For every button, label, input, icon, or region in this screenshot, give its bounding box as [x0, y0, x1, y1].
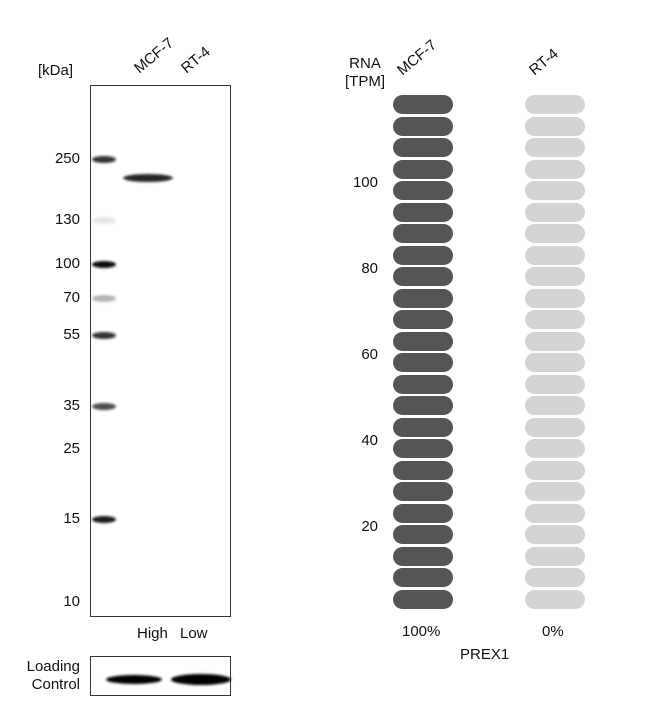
rna-segment-rt-4 [525, 181, 585, 200]
rna-segment-mcf-7 [393, 525, 453, 544]
rna-segment-rt-4 [525, 503, 585, 523]
marker-label-100: 100 [54, 255, 80, 272]
loading-band-mcf7 [106, 675, 162, 684]
marker-label-10: 10 [63, 593, 80, 610]
marker-label-25: 25 [63, 440, 80, 457]
rna-lane-label-rt4: RT-4 [526, 45, 562, 79]
marker-label-250: 250 [54, 150, 80, 167]
rna-segment-rt-4 [525, 245, 585, 265]
rna-segment-mcf-7 [393, 331, 453, 351]
rna-segment-rt-4 [525, 568, 585, 587]
rna-segment-mcf-7 [393, 159, 453, 179]
ytick-40: 40 [361, 432, 378, 449]
level-low: Low [180, 625, 208, 642]
ladder-band-55 [92, 332, 116, 339]
level-high: High [137, 625, 168, 642]
rna-segment-rt-4 [525, 288, 585, 308]
loading-control-membrane [90, 656, 231, 696]
marker-label-70: 70 [63, 289, 80, 306]
lane-label-rt4: RT-4 [178, 43, 214, 77]
rna-segment-rt-4 [525, 439, 585, 458]
rna-segment-mcf-7 [393, 95, 453, 114]
rna-segment-mcf-7 [393, 460, 453, 480]
rna-segment-mcf-7 [393, 374, 453, 394]
rna-segment-mcf-7 [393, 482, 453, 501]
loading-control-line1: Loading [26, 658, 80, 675]
rna-segment-mcf-7 [393, 589, 453, 609]
lane-label-mcf7: MCF-7 [131, 34, 178, 77]
marker-label-15: 15 [63, 510, 80, 527]
rna-segment-mcf-7 [393, 417, 453, 437]
rna-segment-rt-4 [525, 482, 585, 501]
ytick-80: 80 [361, 260, 378, 277]
ladder-band-70 [92, 295, 116, 302]
loading-control-label: Loading Control [14, 658, 80, 694]
rna-segment-mcf-7 [393, 116, 453, 136]
marker-label-35: 35 [63, 397, 80, 414]
rna-segment-mcf-7 [393, 546, 453, 566]
rna-segment-rt-4 [525, 331, 585, 351]
ladder-band-15 [92, 516, 116, 523]
rna-segment-rt-4 [525, 353, 585, 372]
rna-segment-mcf-7 [393, 439, 453, 458]
kda-label: [kDa] [38, 62, 74, 79]
rna-segment-rt-4 [525, 202, 585, 222]
rna-segment-rt-4 [525, 138, 585, 157]
ladder-band-100 [92, 261, 116, 268]
sample-band-mcf-7 [123, 174, 173, 182]
rna-segment-rt-4 [525, 159, 585, 179]
marker-label-55: 55 [63, 326, 80, 343]
rna-segment-rt-4 [525, 525, 585, 544]
rna-segment-rt-4 [525, 546, 585, 566]
rna-segment-rt-4 [525, 310, 585, 329]
rna-segment-mcf-7 [393, 224, 453, 243]
rna-segment-mcf-7 [393, 288, 453, 308]
ladder-band-250 [92, 156, 116, 163]
ytick-100: 100 [352, 174, 378, 191]
rna-segment-mcf-7 [393, 181, 453, 200]
rna-segment-rt-4 [525, 417, 585, 437]
rna-label-line1: RNA [349, 55, 381, 72]
rna-segment-mcf-7 [393, 310, 453, 329]
loading-control-line2: Control [31, 676, 80, 693]
rna-segment-rt-4 [525, 589, 585, 609]
rna-lane-label-mcf7: MCF-7 [394, 36, 441, 79]
rna-label-line2: [TPM] [345, 73, 385, 90]
ytick-20: 20 [361, 518, 378, 535]
ytick-60: 60 [361, 346, 378, 363]
rna-segment-rt-4 [525, 460, 585, 480]
rna-segment-mcf-7 [393, 396, 453, 415]
western-blot-membrane [90, 85, 231, 617]
rna-segment-mcf-7 [393, 353, 453, 372]
rna-segment-mcf-7 [393, 503, 453, 523]
rna-segment-mcf-7 [393, 568, 453, 587]
value-label-rt4: 0% [542, 623, 564, 640]
rna-axis-label: RNA [TPM] [345, 55, 385, 91]
rna-segment-rt-4 [525, 267, 585, 286]
rna-segment-rt-4 [525, 374, 585, 394]
rna-segment-rt-4 [525, 116, 585, 136]
rna-segment-rt-4 [525, 224, 585, 243]
ladder-band-130 [92, 217, 116, 224]
marker-label-130: 130 [54, 211, 80, 228]
rna-segment-rt-4 [525, 396, 585, 415]
ladder-band-35 [92, 403, 116, 410]
loading-band-rt4 [171, 674, 231, 685]
rna-segment-mcf-7 [393, 202, 453, 222]
rna-segment-mcf-7 [393, 138, 453, 157]
rna-segment-mcf-7 [393, 245, 453, 265]
rna-segment-mcf-7 [393, 267, 453, 286]
rna-segment-rt-4 [525, 95, 585, 114]
gene-name: PREX1 [460, 646, 510, 663]
value-label-mcf7: 100% [402, 623, 441, 640]
